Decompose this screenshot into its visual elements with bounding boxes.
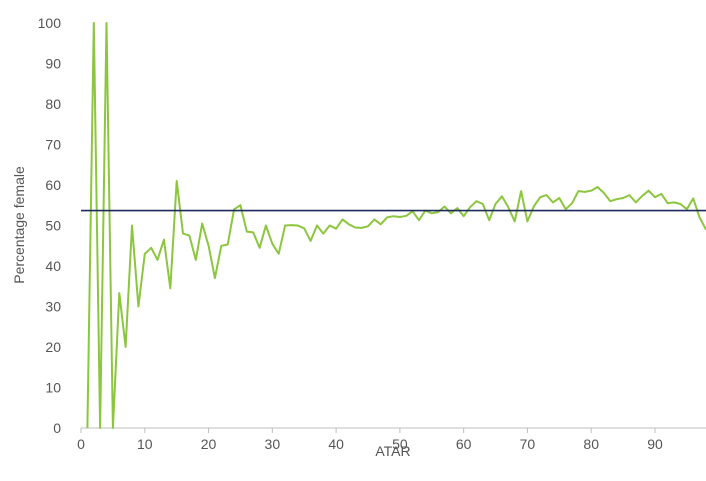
y-tick-label: 90 — [45, 56, 61, 72]
x-axis-ticks: 0 10 20 30 40 50 60 70 80 90 — [77, 428, 663, 452]
y-tick-label: 70 — [45, 137, 61, 153]
y-axis-title: Percentage female — [11, 166, 27, 284]
y-tick-label: 10 — [45, 380, 61, 396]
y-tick-label: 100 — [38, 15, 62, 31]
x-tick-label: 60 — [456, 436, 472, 452]
x-tick-label: 40 — [328, 436, 344, 452]
y-tick-label: 20 — [45, 339, 61, 355]
x-tick-label: 10 — [137, 436, 153, 452]
x-tick-label: 0 — [77, 436, 85, 452]
x-tick-label: 80 — [583, 436, 599, 452]
x-tick-label: 50 — [392, 436, 408, 452]
x-tick-label: 20 — [201, 436, 217, 452]
y-tick-label: 60 — [45, 177, 61, 193]
y-tick-label: 50 — [45, 218, 61, 234]
x-tick-label: 30 — [265, 436, 281, 452]
x-axis-title: ATAR — [375, 443, 410, 459]
series-line — [86, 22, 706, 429]
y-tick-label: 80 — [45, 96, 61, 112]
x-tick-label: 70 — [520, 436, 536, 452]
y-axis-ticks: 0 10 20 30 40 50 60 70 80 90 100 — [38, 15, 62, 436]
x-tick-label: 90 — [647, 436, 663, 452]
y-tick-label: 30 — [45, 299, 61, 315]
y-tick-label: 40 — [45, 258, 61, 274]
y-tick-label: 0 — [53, 420, 61, 436]
